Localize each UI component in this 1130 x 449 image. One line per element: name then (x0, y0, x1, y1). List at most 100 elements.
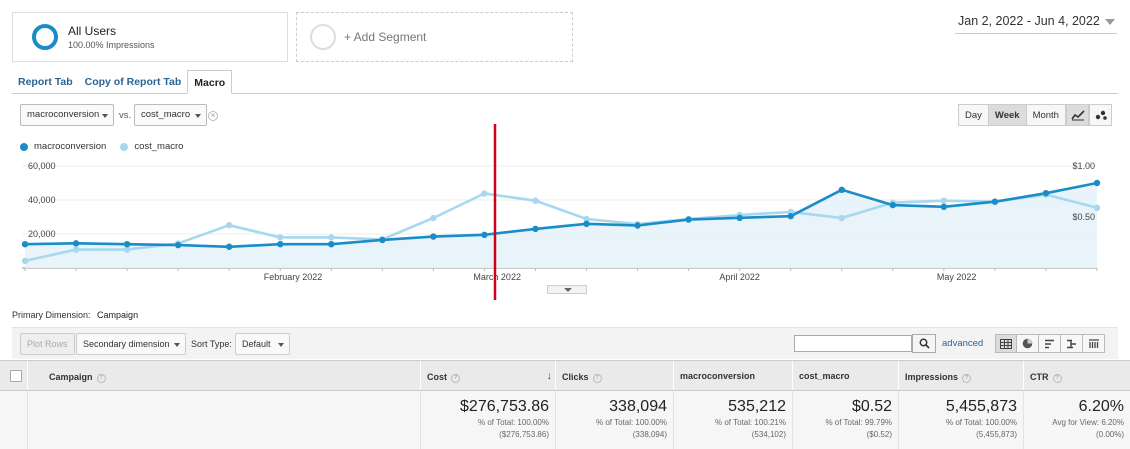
pie-view-icon[interactable] (1017, 334, 1039, 353)
legend-dot (120, 142, 129, 151)
clear-metric-icon[interactable]: × (208, 111, 218, 121)
header-label: Clicks (562, 372, 589, 382)
header-cost-macro[interactable]: cost_macro (792, 361, 898, 390)
header-cost[interactable]: Cost? ↓ (420, 361, 555, 390)
total-value: 6.20% (1078, 398, 1124, 415)
header-label: macroconversion (680, 371, 756, 381)
data-point-macroconversion (838, 186, 845, 193)
tab-report[interactable]: Report Tab (18, 76, 73, 88)
dropdown-arrow-icon (195, 114, 201, 118)
totals-cost-cell: $276,753.86 % of Total: 100.00% ($276,75… (420, 391, 555, 449)
help-icon[interactable]: ? (962, 374, 972, 383)
data-point-cost_macro (481, 190, 488, 197)
segment-subtitle: 100.00% Impressions (68, 40, 155, 50)
segment-title: All Users (68, 24, 117, 38)
totals-row: $276,753.86 % of Total: 100.00% ($276,75… (0, 391, 1130, 449)
series-line-macroconversion (24, 181, 1098, 249)
data-point-macroconversion (430, 233, 437, 240)
data-point-cost_macro (123, 246, 131, 253)
tab-divider (12, 93, 1118, 94)
day-button[interactable]: Day (958, 104, 989, 126)
data-point-macroconversion (940, 203, 948, 210)
totals-campaign-cell (27, 391, 420, 449)
header-label: CTR (1030, 372, 1049, 382)
header-label: Campaign (49, 372, 93, 382)
legend-label: cost_macro (134, 141, 184, 152)
motion-chart-icon[interactable] (1089, 104, 1112, 126)
help-icon[interactable]: ? (1052, 374, 1062, 383)
total-absolute: (0.00%) (1095, 430, 1124, 439)
add-segment-button[interactable]: + Add Segment (296, 12, 573, 62)
secondary-dimension-dropdown[interactable]: Secondary dimension (76, 333, 186, 355)
table-grid-view-icon[interactable] (995, 334, 1017, 353)
y-tick-label-left: 40,000 (28, 195, 56, 205)
plot-rows-button[interactable]: Plot Rows (20, 333, 75, 355)
metric1-dropdown[interactable]: macroconversion (20, 104, 114, 126)
performance-view-icon[interactable] (1039, 334, 1061, 353)
sort-descending-icon[interactable]: ↓ (546, 370, 553, 382)
metric2-dropdown[interactable]: cost_macro (134, 104, 207, 126)
y-tick-label-left: 60,000 (28, 161, 56, 171)
header-campaign[interactable]: Campaign? (27, 361, 420, 390)
table-search-input[interactable] (794, 335, 912, 352)
header-label: Impressions (905, 372, 959, 382)
data-point-macroconversion (1042, 190, 1050, 197)
y-tick-label-right: $0.50 (1072, 212, 1095, 222)
total-value: $276,753.86 (460, 398, 549, 415)
add-segment-circle-icon (310, 24, 336, 50)
y-tick-label-right: $1.00 (1072, 161, 1095, 171)
data-point-macroconversion (1093, 179, 1101, 187)
total-percent: % of Total: 99.79% (825, 418, 892, 427)
total-value: 5,455,873 (945, 398, 1017, 415)
header-impressions[interactable]: Impressions? (898, 361, 1023, 390)
sort-type-dropdown[interactable]: Default (235, 333, 290, 355)
chart-axis-labels: 60,000 40,000 20,000 $1.00 $0.50 February 202… (28, 161, 1095, 282)
header-label: Cost (427, 372, 447, 382)
pivot-view-icon[interactable] (1083, 334, 1105, 353)
data-point-macroconversion (72, 240, 80, 247)
help-icon[interactable]: ? (592, 374, 602, 383)
header-macroconversion[interactable]: macroconversion (673, 361, 792, 390)
search-button[interactable] (912, 334, 936, 353)
advanced-filter-link[interactable]: advanced (942, 338, 984, 349)
help-icon[interactable]: ? (451, 374, 460, 383)
total-percent: % of Total: 100.00% (945, 418, 1017, 427)
table-header: Campaign? Cost? ↓ Clicks? macroconversio… (0, 360, 1130, 391)
segment-all-users[interactable]: All Users 100.00% Impressions (12, 12, 288, 62)
data-point-cost_macro (838, 214, 845, 222)
data-point-cost_macro (225, 221, 233, 229)
dropdown-arrow-icon (102, 114, 108, 118)
totals-cost-macro-cell: $0.52 % of Total: 99.79% ($0.52) (792, 391, 898, 449)
week-button[interactable]: Week (988, 104, 1027, 126)
chart-collapse-handle[interactable] (547, 285, 587, 294)
total-percent: % of Total: 100.00% (595, 418, 667, 427)
data-point-cost_macro (72, 246, 80, 253)
month-button[interactable]: Month (1026, 104, 1066, 126)
report-tabs: Report Tab Copy of Report Tab Macro (12, 70, 233, 94)
comparison-view-icon[interactable] (1061, 334, 1083, 353)
line-chart-icon[interactable] (1066, 104, 1089, 126)
data-point-cost_macro (430, 214, 437, 222)
line-chart: 60,000 40,000 20,000 $1.00 $0.50 February 202… (21, 124, 1101, 300)
date-range-picker[interactable]: Jan 2, 2022 - Jun 4, 2022 (955, 14, 1117, 34)
total-absolute: (534,102) (751, 430, 786, 439)
select-all-checkbox[interactable] (10, 370, 22, 382)
legend-label: macroconversion (34, 141, 107, 152)
data-point-macroconversion (583, 220, 590, 227)
granularity-buttons: Day Week Month (958, 104, 1066, 126)
data-point-macroconversion (991, 198, 999, 205)
x-tick-label: February 2022 (264, 272, 323, 282)
help-icon[interactable]: ? (96, 374, 106, 383)
primary-dimension-label: Primary Dimension: (12, 310, 91, 320)
data-point-cost_macro (21, 257, 29, 265)
data-point-macroconversion (634, 222, 641, 229)
primary-dimension-value[interactable]: Campaign (97, 310, 139, 320)
header-clicks[interactable]: Clicks? (555, 361, 673, 390)
sort-type-label: Sort Type: (191, 339, 232, 349)
header-ctr[interactable]: CTR? (1023, 361, 1130, 390)
tab-macro[interactable]: Macro (187, 70, 233, 94)
metric2-label: cost_macro (141, 109, 191, 120)
metric1-label: macroconversion (27, 109, 100, 120)
tab-copy-of-report[interactable]: Copy of Report Tab (84, 76, 182, 88)
